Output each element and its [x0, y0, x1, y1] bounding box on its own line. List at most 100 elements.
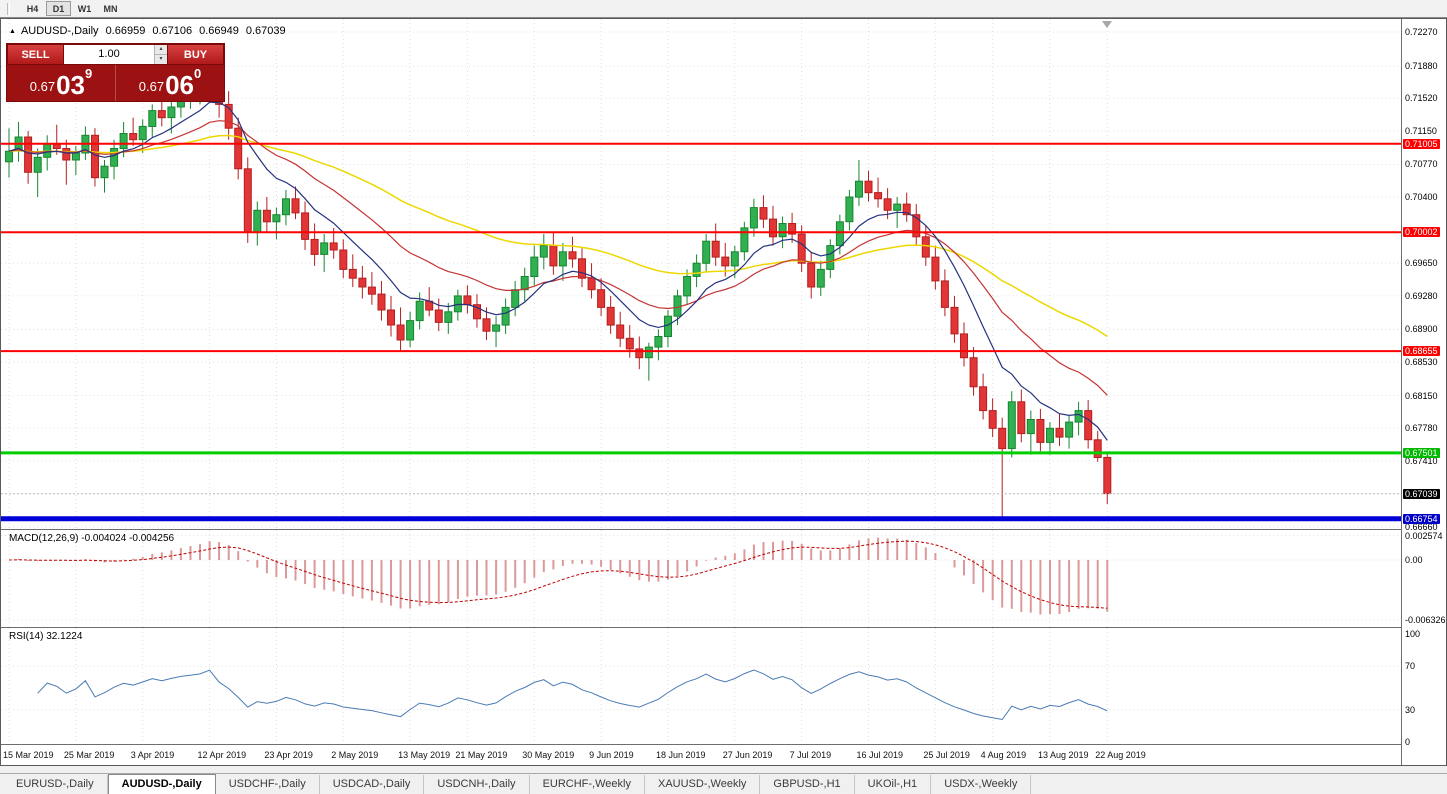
volume-spinner: ▴ ▾ [154, 45, 167, 64]
date-label: 15 Mar 2019 [3, 750, 54, 760]
date-label: 16 Jul 2019 [856, 750, 904, 760]
price-label: 0 [1405, 737, 1411, 747]
volume-decrease-icon[interactable]: ▾ [155, 55, 167, 64]
rsi-label: RSI(14) 32.1224 [9, 631, 83, 642]
chart-tabs: EURUSD-,Daily AUDUSD-,Daily USDCHF-,Daily U… [0, 773, 1447, 794]
date-label: 3 Apr 2019 [130, 750, 175, 760]
timeframe-button-d1[interactable]: D1 [46, 1, 71, 16]
one-click-trading-panel: SELL 1.00 ▴ ▾ BUY 0.67 03 9 0.67 [6, 43, 225, 102]
chart-shift-marker-icon [1102, 21, 1112, 28]
date-label: 21 May 2019 [455, 750, 508, 760]
date-label: 9 Jun 2019 [589, 750, 634, 760]
level-lines [1, 142, 1401, 522]
horizontal-grid [1, 31, 1401, 528]
price-axis[interactable]: 0.72270 0.71880 0.71520 0.71150 0.70770 0.704… [1401, 19, 1446, 765]
chart-header: ▲ AUDUSD-,Daily 0.66959 0.67106 0.66949 … [9, 25, 286, 37]
price-label-red: 0.70002 [1403, 227, 1440, 238]
macd-canvas[interactable] [1, 530, 1401, 627]
date-label: 27 Jun 2019 [722, 750, 773, 760]
tab-usdx-weekly[interactable]: USDX-,Weekly [931, 775, 1032, 794]
timeframe-button-mn[interactable]: MN [98, 1, 123, 16]
price-label: 0.71880 [1405, 61, 1438, 72]
price-label: 30 [1405, 704, 1416, 715]
macd-histogram [17, 537, 1109, 615]
price-label-red: 0.71005 [1403, 138, 1440, 149]
tab-audusd-daily[interactable]: AUDUSD-,Daily [107, 774, 216, 794]
price-chart-canvas[interactable] [1, 19, 1401, 529]
price-label: 0.72270 [1405, 27, 1438, 37]
toolbar-grip-icon[interactable] [7, 2, 10, 15]
price-label: 0.69280 [1405, 290, 1438, 301]
buy-price-display[interactable]: 0.67 06 0 [115, 65, 224, 101]
candles [5, 55, 1112, 518]
price-label: 0.70770 [1405, 159, 1438, 170]
tab-eurchf-weekly[interactable]: EURCHF-,Weekly [530, 775, 645, 794]
price-label: 0.68150 [1405, 390, 1438, 401]
tab-xauusd-weekly[interactable]: XAUUSD-,Weekly [645, 775, 761, 794]
date-label: 4 Aug 2019 [980, 750, 1027, 760]
macd-grid [1, 535, 1401, 621]
panel-resize-handle[interactable] [1, 529, 1446, 530]
rsi-panel[interactable]: RSI(14) 32.1224 [1, 628, 1401, 744]
vertical-grid [8, 530, 1108, 627]
price-label: 100 [1405, 629, 1421, 639]
price-chart-panel[interactable]: ▲ AUDUSD-,Daily 0.66959 0.67106 0.66949 … [1, 19, 1401, 529]
buy-button[interactable]: BUY [167, 44, 224, 65]
rsi-line [37, 669, 1108, 721]
timeframe-buttons: H4 D1 W1 MN [20, 1, 124, 16]
tab-ukoil-h1[interactable]: UKOil-,H1 [855, 775, 932, 794]
tab-usdcnh-daily[interactable]: USDCNH-,Daily [424, 775, 530, 794]
date-axis[interactable]: 15 Mar 2019 25 Mar 2019 3 Apr 2019 12 Apr 2… [1, 745, 1401, 765]
slow-ma [8, 134, 1108, 338]
price-label: 0.68530 [1405, 357, 1438, 368]
ohlc-open: 0.66959 [105, 25, 146, 37]
moving-average-lines [8, 101, 1108, 441]
tab-gbpusd-h1[interactable]: GBPUSD-,H1 [760, 775, 855, 794]
rsi-canvas[interactable] [1, 628, 1401, 744]
volume-increase-icon[interactable]: ▴ [155, 45, 167, 55]
price-label-blue: 0.66754 [1403, 513, 1440, 524]
price-label: 0.00 [1405, 555, 1423, 565]
date-label: 2 May 2019 [331, 750, 379, 760]
price-label: 0.70400 [1405, 192, 1438, 202]
date-label: 25 Jul 2019 [923, 750, 970, 760]
panel-divider [1, 744, 1446, 745]
vertical-grid [8, 628, 1108, 744]
date-label: 30 May 2019 [522, 750, 575, 760]
price-label: 0.67780 [1405, 423, 1438, 434]
price-label: 0.69650 [1405, 258, 1438, 269]
date-label: 18 Jun 2019 [655, 750, 706, 760]
price-label: 0.66660 [1405, 522, 1438, 533]
medium-ma [8, 120, 1108, 396]
price-label-black: 0.67039 [1403, 488, 1440, 499]
price-label: 0.68900 [1405, 324, 1438, 335]
macd-panel[interactable]: MACD(12,26,9) -0.004024 -0.004256 [1, 530, 1401, 627]
rsi-grid [1, 665, 1401, 711]
collapse-arrow-icon[interactable]: ▲ [9, 27, 16, 35]
date-label: 12 Apr 2019 [197, 750, 247, 760]
volume-field[interactable]: 1.00 ▴ ▾ [64, 44, 167, 65]
date-label: 13 May 2019 [398, 750, 451, 760]
fast-ma [8, 101, 1108, 441]
price-label-green: 0.67501 [1403, 447, 1440, 458]
sell-price-display[interactable]: 0.67 03 9 [29, 66, 93, 100]
macd-label: MACD(12,26,9) -0.004024 -0.004256 [9, 533, 175, 544]
tab-eurusd-daily[interactable]: EURUSD-,Daily [3, 775, 108, 794]
date-label: 22 Aug 2019 [1095, 750, 1146, 760]
price-label: 0.002574 [1405, 530, 1443, 541]
macd-signal-line [8, 540, 1108, 609]
date-label: 25 Mar 2019 [63, 750, 115, 760]
timeframe-button-h4[interactable]: H4 [20, 1, 45, 16]
tab-usdchf-daily[interactable]: USDCHF-,Daily [216, 775, 320, 794]
price-label: 70 [1405, 661, 1416, 672]
timeframe-toolbar: H4 D1 W1 MN [0, 0, 1447, 18]
price-label: -0.006326 [1405, 615, 1446, 626]
timeframe-button-w1[interactable]: W1 [72, 1, 97, 16]
panel-resize-handle[interactable] [1, 627, 1446, 628]
volume-value[interactable]: 1.00 [98, 48, 120, 60]
tab-usdcad-daily[interactable]: USDCAD-,Daily [320, 775, 425, 794]
date-label: 7 Jul 2019 [789, 750, 832, 760]
price-label: 0.71520 [1405, 93, 1438, 104]
price-label: 0.67410 [1405, 455, 1438, 466]
sell-button[interactable]: SELL [7, 44, 64, 65]
